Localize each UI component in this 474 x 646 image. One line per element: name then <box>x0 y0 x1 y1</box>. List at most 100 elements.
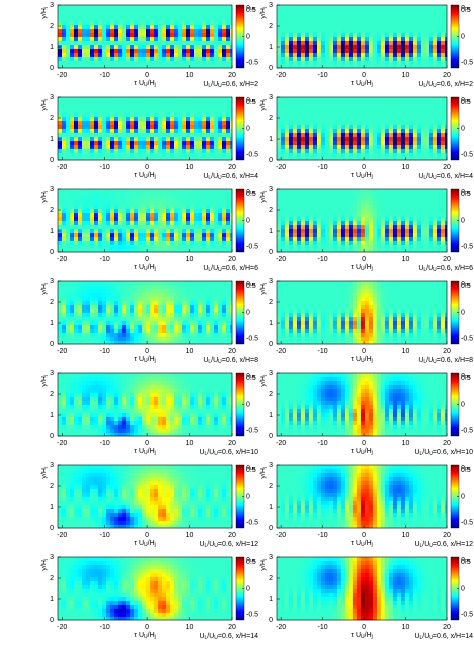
field-cell <box>385 97 390 102</box>
field-cell <box>301 117 306 122</box>
field-cell <box>130 137 135 142</box>
field-cell <box>198 13 203 18</box>
field-cell <box>393 237 398 242</box>
field-cell <box>154 233 159 238</box>
annotation: UL/UU=0.6, x/H=2 <box>203 81 258 89</box>
field-cell <box>373 189 378 194</box>
field-cell <box>126 53 131 58</box>
field-cell <box>150 205 155 210</box>
field-cell <box>178 49 183 54</box>
field-cell <box>150 37 155 42</box>
field-cell <box>110 61 115 66</box>
field-cell <box>78 97 83 102</box>
field-cell <box>405 153 410 158</box>
field-cell <box>293 97 298 102</box>
field-cell <box>361 29 366 34</box>
field-cell <box>226 13 231 18</box>
field-cell <box>277 241 282 246</box>
field-cell <box>337 37 342 42</box>
field-cell <box>445 225 448 230</box>
field-cell <box>373 129 378 134</box>
field-cell <box>150 213 155 218</box>
field-cell <box>230 153 233 158</box>
field-cell <box>333 209 338 214</box>
field-cell <box>317 37 322 42</box>
field-cell <box>178 205 183 210</box>
field-cell <box>90 17 95 22</box>
field-cell <box>198 101 203 106</box>
field-cell <box>110 149 115 154</box>
field-cell <box>162 301 167 306</box>
field-cell <box>289 209 294 214</box>
field-cell <box>377 13 382 18</box>
field-cell <box>170 201 175 206</box>
field-cell <box>353 29 358 34</box>
field-cell <box>313 217 318 222</box>
field-cell <box>433 45 438 50</box>
field-cell <box>186 145 191 150</box>
field-cell <box>337 129 342 134</box>
field-cell <box>313 149 318 154</box>
field-cell <box>138 197 143 202</box>
field-cell <box>309 21 314 26</box>
field-cell <box>122 329 127 334</box>
field-cell <box>78 285 83 290</box>
field-cell <box>405 17 410 22</box>
field-cell <box>349 125 354 130</box>
field-cell <box>381 217 386 222</box>
field-cell <box>94 109 99 114</box>
field-cell <box>222 9 227 14</box>
field-cell <box>86 289 91 294</box>
field-cell <box>321 129 326 134</box>
field-cell <box>361 241 366 246</box>
field-cell <box>162 137 167 142</box>
field-cell <box>174 157 179 161</box>
field-cell <box>74 149 79 154</box>
field-cell <box>98 113 103 118</box>
field-cell <box>297 121 302 126</box>
field-cell <box>154 13 159 18</box>
field-cell <box>385 61 390 66</box>
field-cell <box>333 5 338 10</box>
field-cell <box>281 249 286 253</box>
field-cell <box>377 201 382 206</box>
field-cell <box>222 221 227 226</box>
field-cell <box>174 205 179 210</box>
field-cell <box>114 293 119 298</box>
field-cell <box>441 117 446 122</box>
field-cell <box>114 297 119 302</box>
field-cell <box>186 213 191 218</box>
field-cell <box>421 49 426 54</box>
y-axis-label: y/Hj <box>41 7 49 19</box>
field-cell <box>413 37 418 42</box>
field-cell <box>321 221 326 226</box>
field-cell <box>82 45 87 50</box>
field-cell <box>190 125 195 130</box>
x-axis-label-part: U <box>144 266 148 272</box>
field-cell <box>377 245 382 250</box>
field-cell <box>218 241 223 246</box>
field-cell <box>377 149 382 154</box>
field-cell <box>178 337 183 342</box>
field-cell <box>385 101 390 106</box>
field-cell <box>337 113 342 118</box>
contour-field <box>58 189 233 253</box>
field-cell <box>94 289 99 294</box>
field-cell <box>134 133 139 138</box>
field-cell <box>98 17 103 22</box>
field-cell <box>118 53 123 58</box>
field-cell <box>373 121 378 126</box>
field-cell <box>333 149 338 154</box>
field-cell <box>421 205 426 210</box>
field-cell <box>365 129 370 134</box>
field-cell <box>170 249 175 253</box>
field-cell <box>130 21 135 26</box>
field-cell <box>210 201 215 206</box>
field-cell <box>357 109 362 114</box>
field-cell <box>158 105 163 110</box>
field-cell <box>134 221 139 226</box>
field-cell <box>433 113 438 118</box>
field-cell <box>70 105 75 110</box>
field-cell <box>114 57 119 62</box>
field-cell <box>138 101 143 106</box>
